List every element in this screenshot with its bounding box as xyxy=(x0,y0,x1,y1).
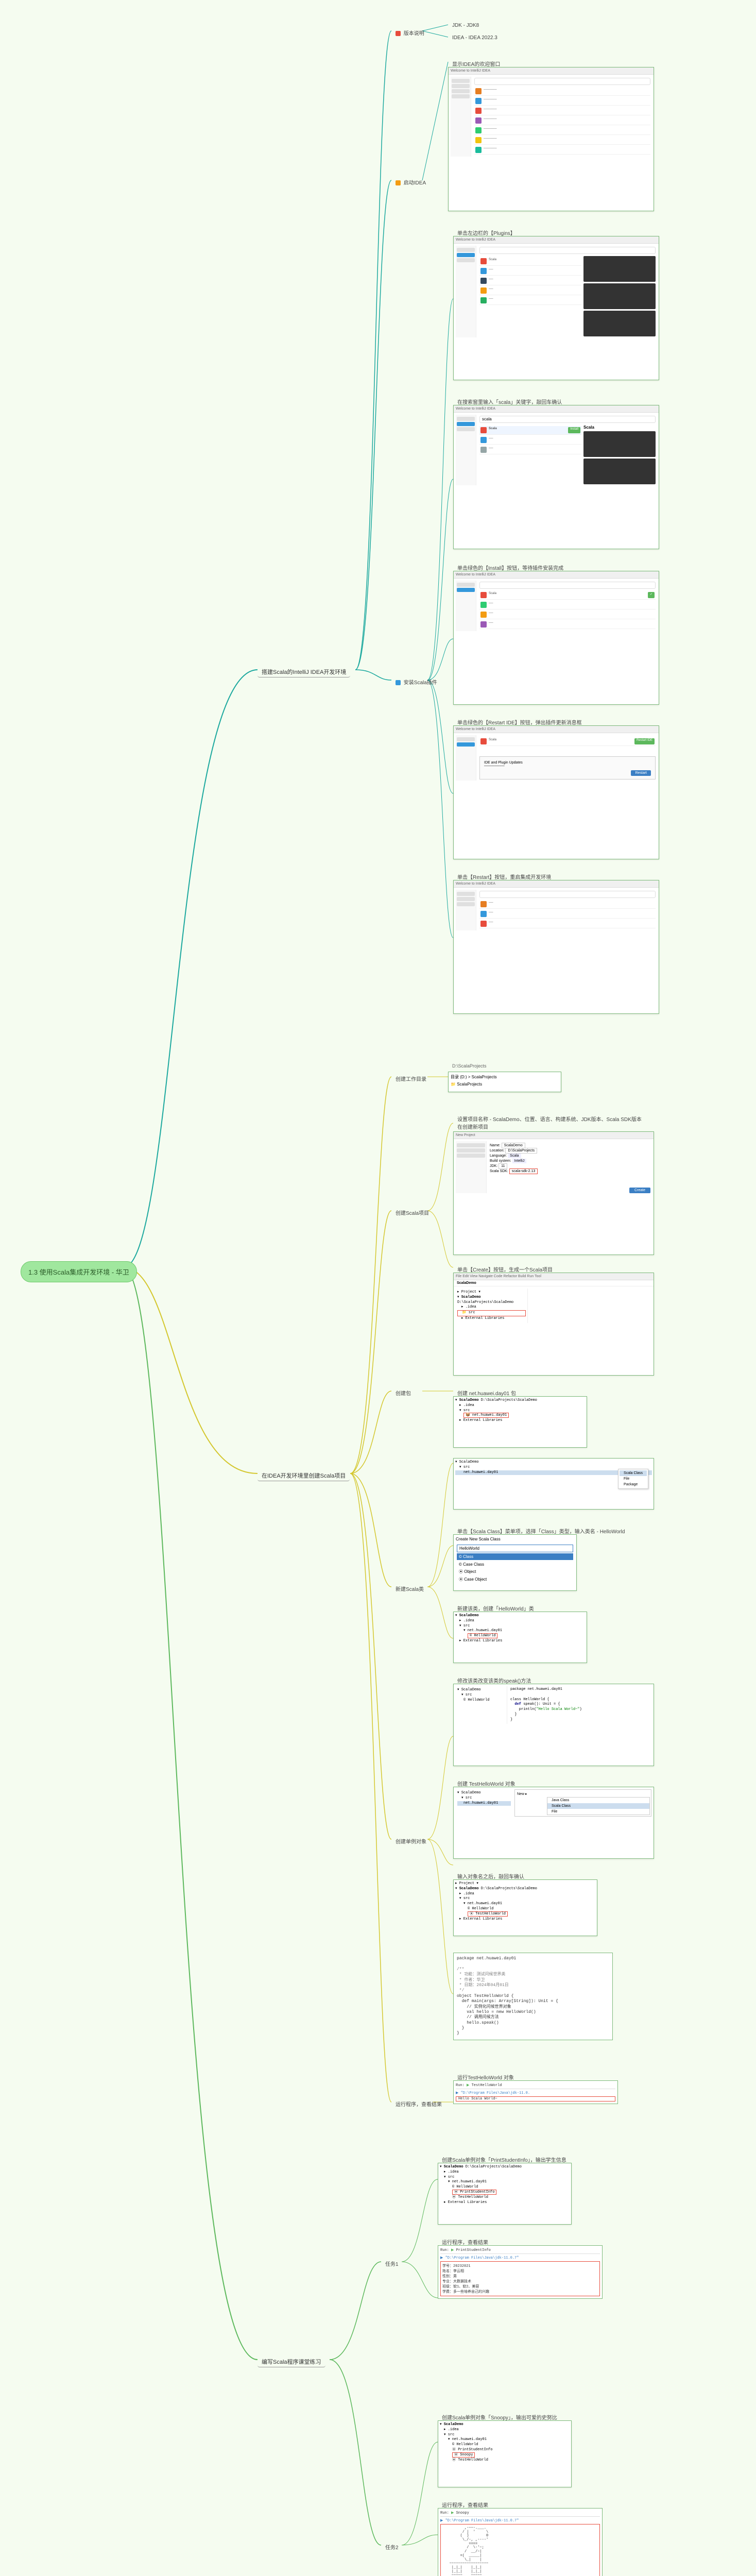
screenshot-speak: ▾ ScalaDemo ▾ src © HelloWorld package n… xyxy=(453,1684,654,1766)
leaf-jdk: JDK - JDK8 xyxy=(448,21,483,30)
output-snoopy: Run: ▶ Snoopy ▶ "D:\Program Files\Java\j… xyxy=(438,2508,603,2576)
screenshot-newproj: New Project Name: ScalaDemo Location: D:… xyxy=(453,1131,654,1255)
sub-singleton: 创建单例对象 xyxy=(391,1835,431,1847)
screenshot-restarted: Welcome to IntelliJ IDEA ── ── ── xyxy=(453,880,659,1014)
sub-create-pkg: 创建包 xyxy=(391,1387,415,1399)
sub-new-class: 新建Scala类 xyxy=(391,1583,428,1595)
screenshot-testobj-menu: ▾ ScalaDemo ▾ src net.huawei.day01 New ▸… xyxy=(453,1787,654,1859)
sub-create-proj: 创建Scala项目 xyxy=(391,1207,433,1218)
sub-workdir: 创建工作目录 xyxy=(391,1073,431,1084)
screenshot-restart: Welcome to IntelliJ IDEA ScalaRestart ID… xyxy=(453,725,659,859)
icon-1 xyxy=(396,31,401,36)
sub-run: 运行程序，查看结果 xyxy=(391,2098,446,2110)
sub-start-idea: 启动IDEA xyxy=(391,176,430,188)
sidebar xyxy=(451,77,471,157)
screenshot-task2-tree: ▾ ScalaDemo ▸ .idea ▾ src ▾ net.huawei.d… xyxy=(438,2420,572,2487)
leaf-dpath: D:\ScalaProjects xyxy=(448,1061,491,1071)
root-label: 1.3 使用Scala集成开发环境 - 华卫 xyxy=(28,1268,129,1276)
code-testhello: package net.huawei.day01 /** * 功能：测试问候世界… xyxy=(453,1953,613,2040)
sub-task2: 任务2 xyxy=(381,2541,403,2553)
branch-3: 编写Scala程序课堂练习 xyxy=(257,2355,325,2367)
sub-version: 版本说明 xyxy=(391,27,428,39)
screenshot-test-tree: ▸ Project ▾ ▾ ScalaDemo D:\ScalaProjects… xyxy=(453,1879,597,1936)
sub-install-plugin: 安装Scala插件 xyxy=(391,676,441,688)
screenshot-dir: 目录 (D:) > ScalaProjects 📁 ScalaProjects xyxy=(448,1072,561,1092)
screenshot-install: Welcome to IntelliJ IDEA Scala✓ ── ── ── xyxy=(453,571,659,705)
titlebar: Welcome to IntelliJ IDEA xyxy=(449,67,654,75)
screenshot-hello-created: ▾ ScalaDemo ▸ .idea ▾ src ▾ net.huawei.d… xyxy=(453,1612,587,1663)
screenshot-menu-newclass: ▾ ScalaDemo ▾ src net.huawei.day01 Scala… xyxy=(453,1458,654,1510)
sub-task1: 任务1 xyxy=(381,2258,403,2269)
screenshot-project-open: File Edit View Navigate Code Refactor Bu… xyxy=(453,1273,654,1376)
branch-1: 搭建Scala的IntelliJ IDEA开发环境 xyxy=(257,666,350,677)
screenshot-search: Welcome to IntelliJ IDEA scala ScalaInst… xyxy=(453,405,659,549)
screenshot-task1-tree: ▾ ScalaDemo D:\ScalaProjects\ScalaDemo ▸… xyxy=(438,2163,572,2225)
output-student: Run: ▶ PrintStudentInfo ▶ "D:\Program Fi… xyxy=(438,2245,603,2299)
icon-2 xyxy=(396,180,401,185)
screenshot-welcome: Welcome to IntelliJ IDEA ────── ────── ─… xyxy=(448,67,654,211)
output-hello: Run: ▶ TestHelloWorld ▶ "D:\Program File… xyxy=(453,2080,618,2104)
leaf-idea: IDEA - IDEA 2022.3 xyxy=(448,33,502,43)
leaf-proj-settings: 设置项目名称 - ScalaDemo、位置、语言、构建系统、JDK版本、Scal… xyxy=(453,1113,649,1132)
screenshot-plugins: Welcome to IntelliJ IDEA Scala ── ── ── … xyxy=(453,236,659,380)
screenshot-newclass-dialog: Create New Scala Class HelloWorld © Clas… xyxy=(453,1534,577,1591)
root-node: 1.3 使用Scala集成开发环境 - 华卫 xyxy=(21,1261,137,1282)
branch-2: 在IDEA开发环境里创建Scala项目 xyxy=(257,1469,350,1481)
icon-3 xyxy=(396,680,401,685)
screenshot-pkg: ▾ ScalaDemo D:\ScalaProjects\ScalaDemo ▸… xyxy=(453,1396,587,1448)
